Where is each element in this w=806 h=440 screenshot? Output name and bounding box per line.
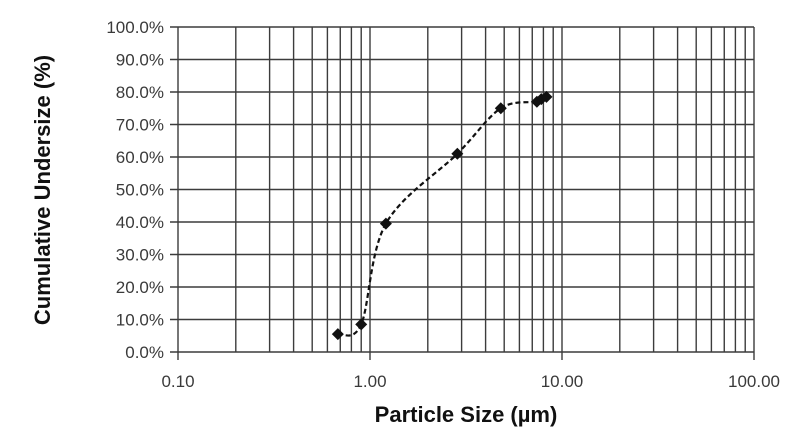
grid-lines <box>170 26 755 360</box>
y-axis-label: Cumulative Undersize (%) <box>30 55 55 325</box>
data-point-diamond <box>451 147 464 160</box>
y-tick-label: 100.0% <box>106 18 164 37</box>
data-point-diamond <box>331 328 344 341</box>
y-tick-label: 60.0% <box>116 148 164 167</box>
data-point-diamond <box>355 318 368 331</box>
y-tick-label: 90.0% <box>116 51 164 70</box>
y-axis-ticks: 0.0% 10.0% 20.0% 30.0% 40.0% 50.0% 60.0% 70.0% 8… <box>106 18 164 362</box>
x-tick-label: 100.00 <box>728 372 780 391</box>
y-tick-label: 80.0% <box>116 83 164 102</box>
series-line <box>337 95 547 337</box>
y-tick-label: 50.0% <box>116 181 164 200</box>
y-tick-label: 40.0% <box>116 213 164 232</box>
x-tick-label: 1.00 <box>353 372 386 391</box>
x-tick-label: 0.10 <box>161 372 194 391</box>
data-point-diamond <box>379 217 392 230</box>
y-tick-label: 20.0% <box>116 278 164 297</box>
y-tick-label: 10.0% <box>116 311 164 330</box>
y-tick-label: 70.0% <box>116 116 164 135</box>
x-tick-label: 10.00 <box>541 372 584 391</box>
x-axis-ticks: 0.10 1.00 10.00 100.00 <box>161 372 780 391</box>
y-tick-label: 0.0% <box>125 343 164 362</box>
x-axis-label: Particle Size (µm) <box>375 402 558 427</box>
data-point-diamond <box>540 90 553 103</box>
data-point-diamond <box>494 102 507 115</box>
y-tick-label: 30.0% <box>116 246 164 265</box>
data-series <box>331 90 553 341</box>
